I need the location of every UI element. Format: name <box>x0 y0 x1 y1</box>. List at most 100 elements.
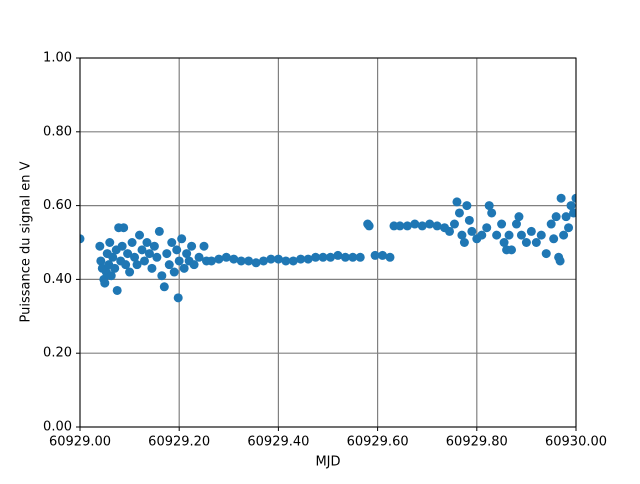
point <box>549 234 559 244</box>
point <box>142 238 152 247</box>
point <box>333 250 343 260</box>
point <box>187 241 197 251</box>
point <box>556 193 566 203</box>
point <box>507 245 517 255</box>
point <box>541 249 551 259</box>
point <box>169 267 179 277</box>
point <box>449 219 459 229</box>
point <box>559 230 569 240</box>
point <box>355 252 365 262</box>
point <box>159 282 169 292</box>
point <box>477 230 487 240</box>
point <box>564 223 574 233</box>
point <box>221 252 231 262</box>
point <box>117 241 127 251</box>
point <box>296 254 306 264</box>
plot-frame <box>79 57 577 428</box>
point <box>378 250 388 260</box>
point <box>137 245 147 255</box>
point <box>244 256 254 266</box>
point <box>177 234 187 244</box>
point <box>497 219 507 229</box>
point <box>459 238 469 247</box>
point <box>484 201 494 211</box>
point <box>464 215 474 225</box>
point <box>340 252 350 262</box>
point <box>417 221 427 231</box>
point <box>288 256 298 266</box>
x-tick-label: 60930.00 <box>545 435 607 450</box>
point <box>206 256 216 266</box>
y-tick-label: 0.20 <box>43 346 72 361</box>
point <box>173 293 183 303</box>
point <box>364 221 374 231</box>
point <box>214 254 224 264</box>
point <box>236 256 246 266</box>
point <box>273 254 283 264</box>
point <box>174 256 184 266</box>
point <box>487 208 497 218</box>
point <box>555 256 565 266</box>
point <box>531 238 541 247</box>
point <box>546 219 556 229</box>
point <box>511 219 521 229</box>
point <box>454 208 464 218</box>
point <box>348 252 358 262</box>
point <box>526 226 536 236</box>
point <box>112 285 122 295</box>
point <box>110 263 120 273</box>
point <box>105 238 115 247</box>
point <box>229 254 239 264</box>
y-tick-label: 0.40 <box>43 272 72 287</box>
point <box>106 271 116 281</box>
point <box>266 254 276 264</box>
point <box>154 226 164 236</box>
point <box>144 249 154 259</box>
point <box>119 223 129 233</box>
point <box>571 193 576 203</box>
y-tick-label: 0.60 <box>43 198 72 213</box>
point <box>410 219 420 229</box>
point <box>108 252 118 262</box>
x-tick-label: 60929.80 <box>446 435 508 450</box>
point <box>125 267 135 277</box>
point <box>504 230 514 240</box>
point <box>96 256 106 266</box>
point <box>425 219 435 229</box>
point <box>452 197 462 207</box>
point <box>445 226 455 236</box>
x-tick-label: 60929.20 <box>148 435 210 450</box>
x-axis-label: MJD <box>315 455 340 470</box>
point <box>467 226 477 236</box>
point <box>462 201 472 211</box>
point <box>259 256 269 266</box>
point <box>95 241 105 251</box>
point <box>135 230 145 240</box>
point <box>514 212 524 222</box>
point <box>149 241 159 251</box>
point <box>130 252 140 262</box>
point <box>157 271 167 281</box>
point <box>147 263 157 273</box>
point <box>172 245 182 255</box>
point <box>303 254 313 264</box>
point <box>318 252 328 262</box>
point <box>251 258 261 268</box>
point <box>566 201 576 211</box>
point <box>402 221 412 231</box>
point <box>395 221 405 231</box>
point <box>521 238 531 247</box>
point <box>100 278 110 288</box>
y-tick-label: 0.80 <box>43 124 72 139</box>
point <box>139 256 149 266</box>
point <box>492 230 502 240</box>
point <box>281 256 291 266</box>
point <box>385 252 395 262</box>
point <box>499 238 509 247</box>
point <box>121 260 131 270</box>
point <box>132 260 142 270</box>
point <box>561 212 571 222</box>
point <box>167 238 177 247</box>
point <box>311 252 321 262</box>
